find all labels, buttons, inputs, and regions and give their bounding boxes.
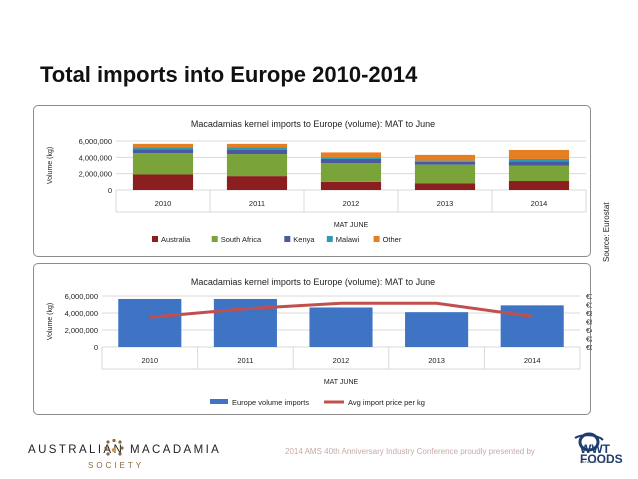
legend-swatch: [152, 236, 158, 242]
x-tick-label: 2012: [343, 199, 360, 208]
y-tick-label: 2,000,000: [79, 170, 112, 179]
y2-tick-label: €10: [586, 301, 592, 310]
bar-segment-kenya: [132, 149, 194, 154]
bar-segment-malawi: [508, 158, 570, 162]
y2-tick-label: €2: [586, 335, 592, 344]
x-axis-label: MAT JUNE: [334, 222, 369, 229]
bar-segment-other: [508, 149, 570, 159]
y-tick-label: 0: [94, 343, 98, 352]
legend-swatch: [326, 236, 333, 242]
legend-label: Europe volume imports: [232, 398, 309, 407]
x-tick-label: 2010: [155, 199, 172, 208]
legend-swatch-bar: [210, 399, 228, 404]
logo-word-australian: AUSTRALIAN: [28, 444, 125, 456]
y-tick-label: 2,000,000: [65, 326, 98, 335]
legend-swatch: [373, 236, 380, 242]
wwt-name: WWT: [580, 442, 610, 456]
bar-segment-malawi: [132, 147, 194, 150]
y-tick-label: 4,000,000: [79, 153, 112, 162]
logo-word-macadamia: MACADAMIA: [130, 444, 222, 456]
macadamia-logo-icon: [104, 438, 124, 456]
legend-swatch: [284, 236, 291, 242]
bar-segment-australia: [132, 174, 194, 190]
bar-segment-kenya: [226, 149, 288, 155]
legend-label: Kenya: [293, 235, 315, 244]
bar-segment-other: [132, 143, 194, 148]
bar-line-chart: Macadamias kernel imports to Europe (vol…: [47, 277, 592, 407]
legend-label: Other: [383, 235, 402, 244]
x-tick-label: 2014: [531, 199, 548, 208]
x-tick-label: 2011: [249, 199, 265, 208]
bar-europe-volume: [309, 307, 373, 347]
bar-segment-australia: [226, 176, 288, 190]
bar-segment-australia: [320, 181, 382, 190]
bar-segment-south-africa: [508, 165, 570, 182]
bar-segment-kenya: [414, 161, 476, 165]
legend-label: South Africa: [221, 235, 262, 244]
wwt-sub: FOODS: [580, 452, 623, 466]
footer-text: 2014 AMS 40th Anniversary Industry Confe…: [285, 447, 535, 456]
y2-tick-label: €4: [586, 326, 592, 335]
legend-label: Avg import price per kg: [348, 398, 425, 407]
chart-title: Macadamias kernel imports to Europe (vol…: [191, 277, 435, 287]
y-tick-label: 0: [108, 186, 112, 195]
bar-segment-australia: [414, 183, 476, 190]
x-tick-label: 2010: [141, 356, 158, 365]
bar-segment-kenya: [508, 161, 570, 166]
y-tick-label: 6,000,000: [65, 292, 98, 301]
y2-tick-label: €12: [586, 292, 592, 301]
bar-segment-malawi: [320, 157, 382, 159]
slide-title: Total imports into Europe 2010-2014: [40, 62, 418, 87]
stacked-bar-chart-panel: Macadamias kernel imports to Europe (vol…: [33, 105, 591, 257]
x-tick-label: 2011: [237, 356, 253, 365]
bar-segment-south-africa: [414, 164, 476, 184]
logo-word-society: SOCIETY: [88, 461, 145, 470]
x-tick-label: 2013: [428, 356, 445, 365]
wwt-tagline: Wild Wonder Trade Food: [580, 460, 614, 464]
bar-segment-malawi: [414, 160, 476, 162]
x-axis-label: MAT JUNE: [324, 379, 359, 386]
bar-line-chart-panel: Macadamias kernel imports to Europe (vol…: [33, 263, 592, 415]
y2-tick-label: €6: [586, 318, 592, 327]
stacked-bar-chart: Macadamias kernel imports to Europe (vol…: [47, 119, 587, 244]
bar-segment-malawi: [226, 147, 288, 150]
y-axis-label: Volume (kg): [47, 303, 54, 340]
legend-swatch: [211, 236, 218, 242]
bar-segment-kenya: [320, 158, 382, 164]
y2-tick-label: €0: [586, 343, 592, 352]
source-note: Source: Eurostat: [602, 202, 611, 262]
x-tick-label: 2012: [333, 356, 350, 365]
y-tick-label: 6,000,000: [79, 137, 112, 146]
legend-label: Malawi: [336, 235, 360, 244]
bar-segment-south-africa: [226, 154, 288, 177]
bar-europe-volume: [500, 305, 564, 347]
bar-segment-other: [320, 152, 382, 158]
y-tick-label: 4,000,000: [65, 309, 98, 318]
x-tick-label: 2014: [524, 356, 541, 365]
y-axis-label: Volume (kg): [47, 147, 54, 184]
legend-label: Australia: [161, 235, 191, 244]
bar-europe-volume: [118, 298, 182, 347]
bar-segment-south-africa: [320, 163, 382, 182]
bar-segment-other: [414, 154, 476, 161]
y2-tick-label: €8: [586, 309, 592, 318]
x-tick-label: 2013: [437, 199, 454, 208]
bar-europe-volume: [405, 312, 469, 347]
bar-segment-other: [226, 143, 288, 148]
wwt-logo-text: WWT FOODS: [580, 442, 623, 466]
chart-title: Macadamias kernel imports to Europe (vol…: [191, 119, 435, 129]
bar-segment-south-africa: [132, 153, 194, 175]
bar-segment-australia: [508, 181, 570, 190]
wwt-foods-logo-icon: [574, 432, 604, 452]
